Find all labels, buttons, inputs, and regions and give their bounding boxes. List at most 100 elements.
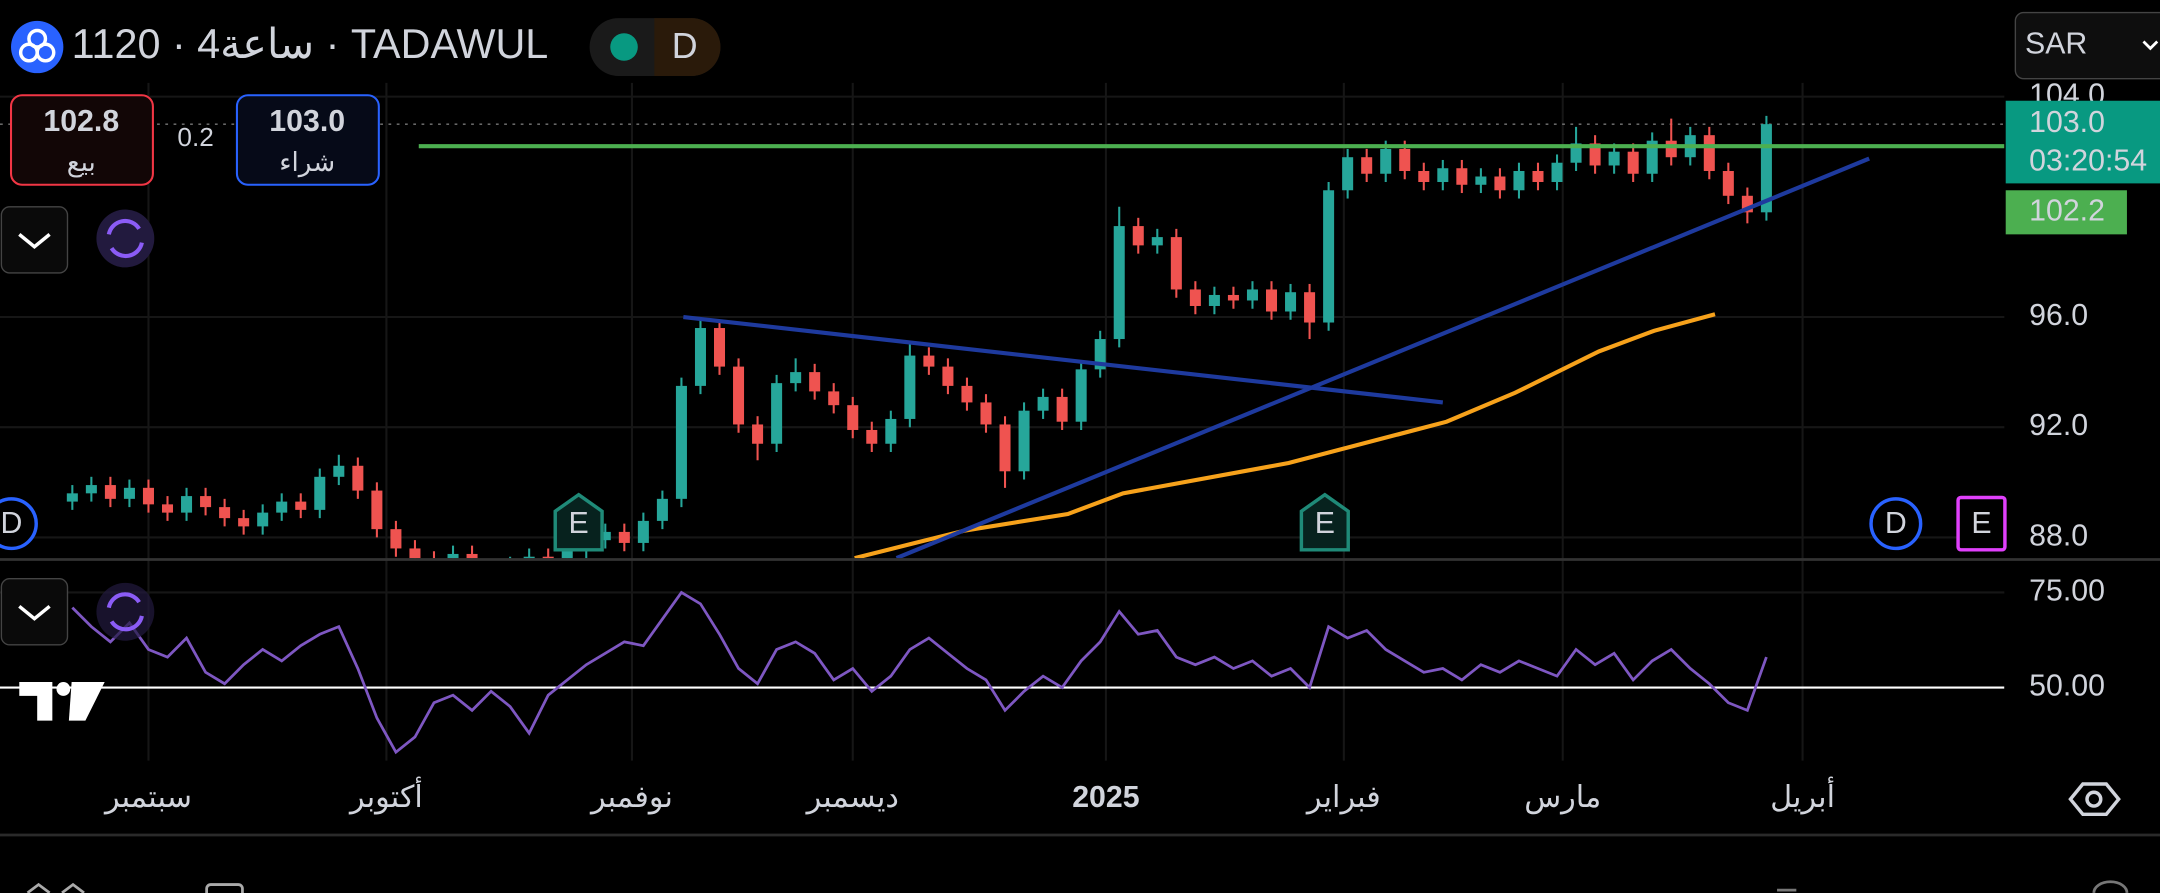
candle-body <box>1361 157 1373 174</box>
candle-body <box>1665 140 1677 158</box>
event-marker <box>1299 492 1350 552</box>
candle-body <box>1304 292 1316 323</box>
candle-body <box>1265 289 1278 312</box>
trend-line <box>683 314 1444 405</box>
candle-body <box>1075 369 1087 422</box>
candle-body <box>219 507 231 519</box>
countdown: 03:20:54 <box>2029 145 2147 178</box>
candle-body <box>276 501 288 513</box>
bottom-icon[interactable] <box>1777 880 2129 893</box>
candle-body <box>637 520 649 543</box>
candle-body <box>1285 292 1297 312</box>
candle-body <box>123 487 135 499</box>
tv-logo <box>19 682 105 721</box>
candle-body <box>314 476 326 510</box>
candle-body <box>1494 176 1506 191</box>
event-label: D <box>1885 507 1907 540</box>
candle-body <box>1170 237 1182 290</box>
candle-body <box>1418 170 1430 183</box>
candle-body <box>847 405 859 430</box>
settings-icon <box>2085 790 2103 808</box>
candle-body <box>599 531 611 541</box>
collapse-button[interactable] <box>0 578 69 646</box>
candle-body <box>1399 148 1411 171</box>
candle-body <box>561 551 573 559</box>
refresh-button[interactable] <box>96 209 155 268</box>
candle-body <box>257 512 269 527</box>
toolbar: 1120 · 4ساعة · TADAWUL D SAR 102.8 بيع 0… <box>0 11 2160 893</box>
buy-button[interactable] <box>235 94 380 186</box>
line-price-box <box>2005 190 2127 235</box>
candle-body <box>1132 226 1144 246</box>
candle-body <box>352 465 364 491</box>
candle-body <box>104 485 116 499</box>
currency-label: SAR <box>2025 28 2087 61</box>
candle-body <box>1113 226 1125 340</box>
event-marker <box>1956 495 2007 552</box>
candle-body <box>523 556 535 559</box>
candle-body <box>694 328 706 386</box>
candle-body <box>1456 168 1468 185</box>
candle-body <box>1551 162 1563 183</box>
candle-body <box>675 385 687 499</box>
candle-body <box>238 518 250 527</box>
bottom-icon[interactable] <box>26 882 85 893</box>
candle-body <box>1760 124 1772 213</box>
candle-body <box>1342 157 1354 191</box>
candle-body <box>1246 289 1258 301</box>
event-label: E <box>1971 507 1991 540</box>
market-dot <box>610 33 638 61</box>
candle-body <box>790 372 802 384</box>
last-price-label: 103.0 <box>2029 106 2105 139</box>
chevron <box>18 604 51 621</box>
candle-body <box>1608 151 1620 166</box>
symbol-title[interactable]: 1120 · 4ساعة · TADAWUL <box>72 21 549 67</box>
moving-average <box>854 312 1716 559</box>
y-tick-label: 88.0 <box>2029 519 2088 552</box>
candle-body <box>1380 148 1392 174</box>
candle-body <box>371 490 383 530</box>
candle-body <box>771 383 783 444</box>
chevron <box>2142 40 2159 51</box>
candle-body <box>447 553 459 559</box>
x-tick-label: فبراير <box>1305 781 1381 815</box>
event-marker <box>0 497 38 551</box>
candle-body <box>1570 143 1582 163</box>
axes: سبتمبر أكتوبر نوفمبر ديسمبر 2025 فبراير مارس أب… <box>0 79 2160 815</box>
event-label: E <box>569 507 589 540</box>
candle-body <box>1189 289 1201 306</box>
collapse-button[interactable] <box>0 206 69 274</box>
candle-body <box>1037 396 1049 411</box>
chevron <box>18 233 51 249</box>
candle-body <box>181 496 193 513</box>
logo-icon <box>18 28 56 63</box>
sell-button[interactable] <box>9 94 154 186</box>
refresh-icon <box>106 592 144 632</box>
candle-body <box>1589 143 1601 166</box>
line-price-label: 102.2 <box>2029 194 2105 227</box>
candle-body <box>295 501 307 510</box>
event-marker <box>553 492 604 552</box>
interval-badge: D <box>672 26 698 66</box>
candle-body <box>1151 237 1163 246</box>
trend-line <box>895 156 1870 559</box>
last-price-box <box>2005 100 2160 184</box>
candle-body <box>161 504 174 513</box>
refresh-button[interactable] <box>96 582 155 641</box>
candle-body <box>390 529 402 549</box>
currency-select[interactable] <box>2014 11 2160 80</box>
settings-button[interactable] <box>2068 782 2121 817</box>
candle-body <box>961 385 973 403</box>
spread: 0.2 <box>177 122 213 152</box>
event-label: D <box>0 507 22 540</box>
y-tick-label: 92.0 <box>2029 409 2088 442</box>
candle-body <box>713 328 726 367</box>
candle-body <box>1437 168 1449 183</box>
x-tick-label: مارس <box>1524 781 1601 814</box>
candle-body <box>333 465 345 477</box>
rsi-pane <box>0 590 2005 755</box>
y-tick-label: 50.00 <box>2029 670 2105 703</box>
sell-label: بيع <box>67 147 96 178</box>
event-marker <box>1869 497 1923 551</box>
candle-body <box>1703 135 1715 171</box>
